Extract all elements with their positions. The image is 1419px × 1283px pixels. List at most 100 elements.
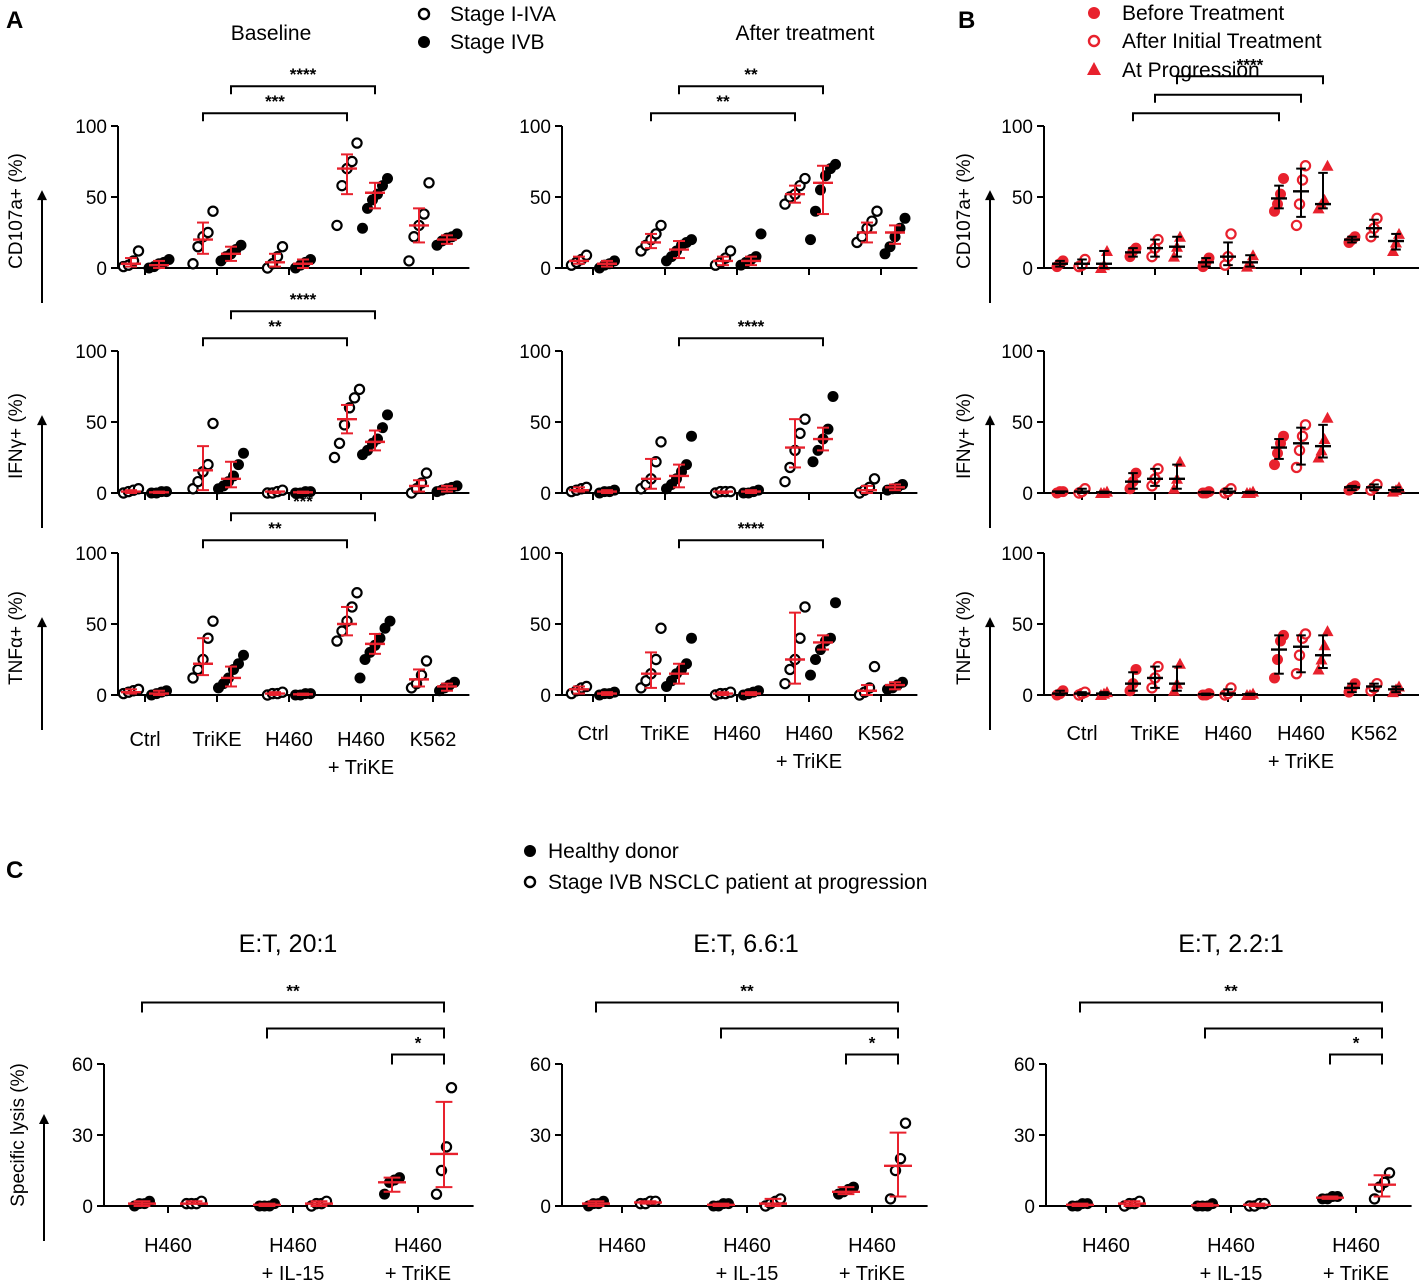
significance-label: ** [268, 317, 282, 336]
significance-bracket [230, 310, 376, 320]
significance-label: ** [744, 65, 758, 84]
significance-label: ** [716, 92, 730, 111]
x-tick-label-trike: + TriKE [839, 1263, 905, 1283]
x-tick-label-trike: + TriKE [1323, 1263, 1389, 1283]
x-tick-label-h460: H460 [1082, 1235, 1130, 1257]
data-point [351, 137, 363, 149]
data-point [866, 215, 878, 227]
data-point [1272, 654, 1283, 665]
panel-label-a: A [6, 7, 23, 34]
legend-label-before-treatment: Before Treatment [1122, 2, 1284, 25]
x-tick-label-h460: H460 [337, 729, 385, 751]
legend-label-healthy-donor: Healthy donor [548, 840, 679, 863]
significance-bracket [202, 539, 348, 549]
chart-B-ifng: 0 50 100 IFNγ+ (%) [954, 342, 1419, 528]
y-tick-label: 100 [1001, 342, 1033, 363]
data-point [686, 430, 697, 442]
data-point [348, 392, 361, 404]
data-point [408, 231, 420, 243]
chart-title: E:T, 6.6:1 [693, 930, 799, 958]
significance-label: ** [268, 519, 282, 538]
data-point [1321, 625, 1334, 637]
data-point [1293, 444, 1306, 457]
data-point [192, 663, 204, 676]
significance-bracket [678, 539, 824, 549]
x-tick-label-k562: K562 [858, 723, 905, 745]
chart-C-6.6: 0 30 60 H460 H460 + IL-15 H460 + TriKE E:T, 6.6:… [530, 930, 928, 1283]
significance-label: *** [265, 92, 285, 111]
x-tick-label-h460: H460 [1204, 723, 1252, 745]
significance-bracket [650, 112, 796, 122]
data-point [1315, 653, 1328, 665]
significance-bracket [1329, 1053, 1383, 1065]
data-point [202, 458, 214, 471]
significance-bracket [1204, 1027, 1383, 1039]
data-point [681, 459, 692, 471]
data-point [899, 212, 911, 224]
data-point [830, 158, 841, 170]
y-tick-label: 0 [540, 259, 551, 280]
data-point [1296, 430, 1309, 442]
y-tick-label: 50 [530, 615, 551, 636]
data-point [1321, 411, 1334, 423]
x-tick-label-il-15: + IL-15 [262, 1263, 325, 1283]
y-tick-label: 0 [82, 1197, 93, 1218]
significance-bracket [1079, 1001, 1383, 1013]
y-tick-label: 100 [519, 117, 551, 138]
y-axis-label: Specific lysis (%) [8, 1063, 29, 1207]
x-tick-label-h460: H460 [1332, 1235, 1380, 1257]
data-point [655, 436, 667, 448]
data-point [451, 228, 463, 240]
data-point [1315, 444, 1328, 456]
data-point [445, 1081, 458, 1094]
chart-A-after-cd107a: 0 50 100 ** ** [519, 65, 918, 280]
x-tick-label-il-15: + IL-15 [1200, 1263, 1263, 1283]
data-point [1269, 672, 1280, 684]
y-tick-label: 50 [1012, 413, 1033, 434]
data-point [868, 473, 881, 485]
data-point [331, 219, 343, 232]
legend-marker-open-circle [1087, 34, 1101, 48]
chart-title: E:T, 2.2:1 [1178, 930, 1284, 958]
y-axis-arrowhead [37, 617, 47, 628]
y-tick-label: 0 [1022, 484, 1033, 505]
y-tick-label: 0 [1022, 686, 1033, 707]
significance-bracket [1176, 75, 1324, 85]
data-point [346, 155, 358, 168]
legend-marker-open-circle [523, 875, 537, 889]
significance-bracket [391, 1053, 445, 1065]
significance-bracket [678, 337, 824, 347]
significance-label: **** [290, 290, 317, 309]
y-tick-label: 30 [72, 1126, 93, 1147]
significance-label: * [415, 1034, 422, 1053]
data-point [805, 669, 816, 681]
y-tick-label: 50 [1012, 188, 1033, 209]
chart-A-after-ifng: 0 50 100 **** [519, 317, 918, 505]
panel-label-b: B [958, 7, 975, 34]
data-point [1293, 198, 1306, 210]
significance-label: * [869, 1034, 876, 1053]
y-tick-label: 100 [519, 544, 551, 565]
data-point [871, 205, 883, 217]
y-tick-label: 60 [530, 1055, 551, 1076]
data-point [374, 632, 386, 644]
data-point [132, 245, 145, 257]
data-point [192, 475, 204, 488]
y-axis-label: IFNγ+ (%) [6, 393, 27, 479]
data-point [822, 423, 834, 435]
data-point [418, 208, 430, 220]
x-tick-label-h460: H460 [144, 1235, 192, 1257]
y-tick-label: 0 [96, 484, 107, 505]
data-point [379, 1188, 390, 1200]
data-point [276, 240, 289, 253]
y-tick-label: 50 [530, 188, 551, 209]
data-point [779, 475, 791, 488]
significance-label: **** [290, 65, 317, 84]
significance-label: **** [738, 519, 765, 538]
data-point [1318, 433, 1331, 445]
data-point [799, 413, 811, 425]
data-point [681, 658, 692, 670]
